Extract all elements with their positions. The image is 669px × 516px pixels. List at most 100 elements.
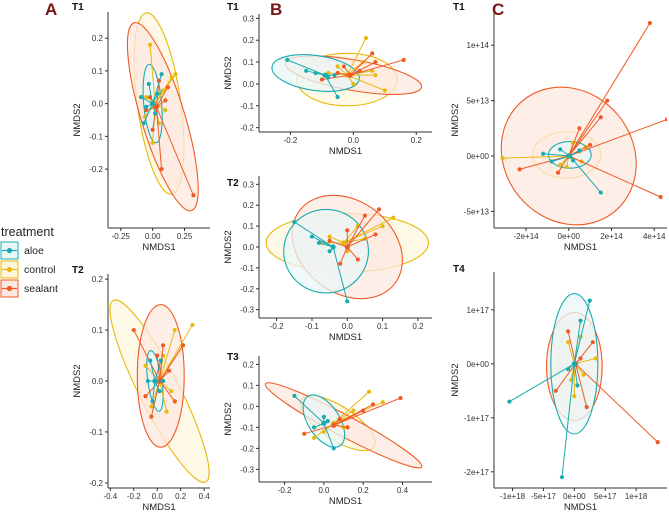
c-t1-spoke-sealant-4 bbox=[519, 155, 569, 170]
b-t3-point-sealant-2 bbox=[302, 431, 307, 436]
b-t2-y-tick-label: -0.3 bbox=[240, 306, 254, 315]
a-t2-y-label: NMDS2 bbox=[72, 364, 83, 397]
c-t4-x-tick-label: -1e+18 bbox=[500, 492, 526, 501]
a-t2-y-tick-label: -0.2 bbox=[89, 479, 103, 488]
a-t2-x-tick-label: -0.2 bbox=[127, 492, 141, 501]
a-t2-point-aloe-3 bbox=[161, 378, 166, 384]
a-t2-point-control-4 bbox=[164, 409, 169, 414]
a-t2-title: T2 bbox=[72, 265, 84, 276]
c-t4-point-aloe-0 bbox=[507, 399, 512, 404]
b-t2-y-label: NMDS2 bbox=[223, 230, 234, 263]
a-t1-spoke-aloe-0 bbox=[152, 74, 163, 104]
a-t2-point-aloe-1 bbox=[158, 358, 163, 363]
a-t1-point-control-0 bbox=[147, 42, 153, 47]
c-t4-spoke-control-1 bbox=[567, 342, 575, 364]
a-t1-spoke-sealant-2 bbox=[156, 87, 169, 108]
a-t2-centroid-aloe bbox=[152, 378, 158, 384]
c-t4-point-aloe-5 bbox=[575, 383, 580, 388]
a-t1-x-label: NMDS1 bbox=[142, 242, 175, 253]
b-t3-point-control-0 bbox=[366, 389, 372, 394]
b-t2-x-tick-label: 0.0 bbox=[342, 322, 354, 331]
a-t1-spoke-aloe-1 bbox=[143, 103, 154, 124]
a-t1-point-aloe-5 bbox=[153, 111, 158, 116]
a-t1-x-tick-label: -0.25 bbox=[112, 232, 131, 241]
c-t4-spoke-aloe-0 bbox=[509, 363, 575, 403]
b-t2-y-tick-label: 0.1 bbox=[243, 222, 255, 231]
b-t1-point-sealant-2 bbox=[373, 59, 378, 65]
a-t2-point-control-2 bbox=[172, 327, 177, 333]
c-t4-y-label: NMDS2 bbox=[450, 363, 461, 396]
a-t1-y-tick-label: -0.2 bbox=[89, 165, 103, 174]
a-t1-point-control-5 bbox=[163, 108, 168, 113]
a-t2-point-aloe-2 bbox=[145, 378, 150, 384]
b-t1-point-control-3 bbox=[335, 64, 340, 69]
a-t1-point-sealant-0 bbox=[191, 193, 196, 198]
a-t2-spoke-control-5 bbox=[145, 365, 160, 382]
a-t1-spoke-aloe-4 bbox=[148, 83, 154, 104]
a-t2-spoke-sealant-1 bbox=[133, 329, 161, 382]
a-t2-x-tick-label: 0.2 bbox=[175, 492, 187, 501]
c-t1-point-sealant-3 bbox=[598, 115, 603, 120]
b-t3-spoke-sealant-5 bbox=[333, 403, 374, 426]
panels-container: -0.25 0.00 0.25 -0.2 -0.1 0.0 0.1 0.2 T1 NMDS1 NMD… bbox=[72, 2, 667, 513]
c-t4-centroid-aloe bbox=[571, 361, 577, 367]
c-t4-point-sealant-1 bbox=[590, 340, 595, 345]
a-t1-point-aloe-6 bbox=[144, 104, 149, 110]
a-t1-point-sealant-2 bbox=[165, 85, 171, 90]
b-t2-x-tick-label: 0.2 bbox=[412, 322, 424, 331]
b-t3-point-sealant-4 bbox=[345, 425, 350, 430]
b-t3-plot-area bbox=[264, 382, 423, 469]
a-t2-spoke-sealant-2 bbox=[159, 380, 176, 402]
c-t1-centroid-aloe bbox=[567, 153, 573, 159]
c-t1-plot-area bbox=[500, 20, 667, 226]
a-t1-spoke-sealant-0 bbox=[155, 106, 194, 196]
b-t2-y-tick-label: 0.3 bbox=[243, 180, 255, 189]
panel-b-t2: -0.2 -0.1 0.0 0.1 0.2 -0.3 -0.2 -0.1 0.0 0.1 0.2 0.… bbox=[223, 176, 432, 343]
b-t2-x-tick-label: 0.1 bbox=[377, 322, 389, 331]
c-t1-point-control-0 bbox=[500, 156, 505, 161]
a-t1-point-aloe-3 bbox=[155, 91, 160, 96]
c-t1-x-tick-label: 4e+14 bbox=[643, 232, 666, 241]
b-t2-centroid-control bbox=[341, 240, 347, 246]
c-t1-point-aloe-2 bbox=[549, 159, 554, 164]
b-t2-x-tick-label: -0.1 bbox=[305, 322, 319, 331]
a-t2-spoke-aloe-4 bbox=[152, 380, 156, 402]
c-t1-point-aloe-1 bbox=[541, 151, 546, 156]
b-t2-point-control-2 bbox=[327, 234, 332, 239]
b-t1-point-control-7 bbox=[370, 68, 375, 73]
b-t3-y-tick-label: -0.2 bbox=[240, 444, 254, 453]
b-t2-point-sealant-4 bbox=[327, 238, 332, 243]
legend-item-aloe: aloe bbox=[0, 241, 44, 260]
c-t1-point-sealant-7 bbox=[555, 170, 561, 175]
c-t1-point-sealant-2 bbox=[658, 194, 663, 200]
c-t4-point-aloe-3 bbox=[578, 318, 583, 323]
c-t4-spoke-sealant-0 bbox=[575, 363, 659, 443]
a-t2-point-control-7 bbox=[169, 389, 174, 394]
c-t4-title: T4 bbox=[453, 264, 465, 275]
c-t1-spoke-sealant-7 bbox=[557, 155, 570, 173]
c-t1-spoke-aloe-1 bbox=[543, 153, 570, 157]
c-t1-y-tick-label: -5e+13 bbox=[464, 207, 490, 216]
b-t2-spoke-control-1 bbox=[343, 225, 383, 244]
b-t1-y-tick-label: 0.1 bbox=[243, 58, 255, 67]
a-t1-plot-area bbox=[126, 12, 199, 212]
c-t4-y-tick-label: -2e+17 bbox=[464, 468, 490, 477]
b-t1-x-tick-label: 0.0 bbox=[348, 136, 360, 145]
c-t1-x-tick-label: 0e+00 bbox=[558, 232, 581, 241]
a-t2-point-sealant-0 bbox=[180, 343, 186, 348]
c-t4-point-sealant-4 bbox=[566, 329, 571, 334]
b-t3-point-control-4 bbox=[321, 429, 326, 434]
b-t1-y-tick-label: 0.0 bbox=[243, 80, 255, 89]
c-t4-y-tick-label: 1e+17 bbox=[467, 306, 490, 315]
c-t1-point-aloe-4 bbox=[558, 147, 563, 152]
b-t3-spoke-sealant-0 bbox=[333, 397, 401, 426]
c-t1-point-sealant-8 bbox=[588, 142, 593, 148]
legend-item-control: control bbox=[0, 260, 56, 279]
panel-letter-b: B bbox=[270, 0, 282, 19]
panel-a-t1: -0.25 0.00 0.25 -0.2 -0.1 0.0 0.1 0.2 T1 NMDS1 NMD… bbox=[72, 2, 210, 253]
b-t1-point-control-4 bbox=[351, 81, 356, 87]
a-t1-title: T1 bbox=[72, 2, 84, 13]
legend-item-sealant: sealant bbox=[0, 279, 58, 298]
b-t3-x-tick-label: 0.4 bbox=[397, 486, 409, 495]
c-t4-point-control-5 bbox=[572, 394, 577, 399]
